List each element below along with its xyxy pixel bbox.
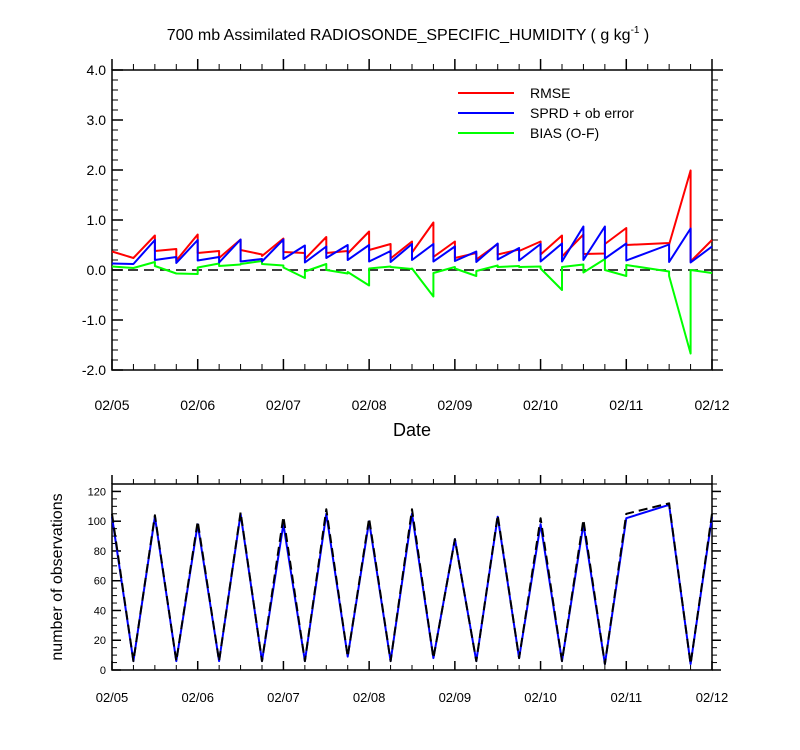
x-tick-label: 02/12: [696, 690, 729, 705]
y-tick-label: 1.0: [87, 212, 107, 228]
series-observations-possible: [111, 502, 713, 665]
y-tick-label: 2.0: [87, 162, 107, 178]
x-tick-label: 02/10: [524, 690, 557, 705]
x-tick-label: 02/11: [610, 690, 642, 705]
y-tick-label: 20: [94, 635, 106, 647]
x-axis-ticks: 02/05 02/06 02/07 02/08 02/09 02/10 02/11 02/12: [94, 59, 730, 413]
y-tick-label: 0: [100, 665, 106, 677]
y-tick-label: 120: [88, 486, 106, 498]
y-tick-label: 0.0: [87, 262, 107, 278]
y-tick-label: 4.0: [87, 62, 107, 78]
legend-label-bias: BIAS (O-F): [530, 125, 599, 141]
x-tick-label: 02/09: [437, 397, 472, 413]
obs-y-axis-label: number of observations: [49, 493, 66, 660]
legend: RMSE SPRD + ob error BIAS (O-F): [458, 85, 634, 141]
x-tick-label: 02/09: [439, 690, 472, 705]
y-tick-label: 40: [94, 605, 106, 617]
series-observations-used: [111, 503, 713, 665]
title-unit-exponent: -1: [631, 25, 640, 36]
y-tick-label: 60: [94, 576, 106, 588]
obs-minor-ticks: [112, 479, 717, 671]
series-rmse: [111, 169, 713, 263]
x-tick-label: 02/06: [181, 690, 214, 705]
x-tick-label: 02/08: [353, 690, 386, 705]
x-tick-label: 02/11: [609, 397, 643, 413]
title-close: ): [639, 27, 649, 44]
diagnostics-chart: 700 mb Assimilated RADIOSONDE_SPECIFIC_H…: [82, 25, 730, 440]
legend-label-sprd: SPRD + ob error: [530, 105, 634, 121]
x-tick-label: 02/07: [267, 690, 300, 705]
legend-label-rmse: RMSE: [530, 85, 570, 101]
obs-series-lines: [111, 502, 713, 665]
y-tick-label: -2.0: [82, 362, 106, 378]
x-tick-label: 02/08: [352, 397, 387, 413]
series-sprd-ob-error: [111, 225, 713, 265]
chart-title: 700 mb Assimilated RADIOSONDE_SPECIFIC_H…: [167, 25, 650, 44]
y-tick-label: 100: [88, 516, 106, 528]
obs-y-axis-ticks: 0 20 40 60 80 100 120: [88, 486, 721, 677]
x-tick-label: 02/05: [94, 397, 129, 413]
series-lines: [111, 169, 713, 355]
y-axis-ticks: -2.0 -1.0 0.0 1.0 2.0 3.0 4.0: [82, 62, 723, 378]
obs-x-axis-ticks: 02/05 02/06 02/07 02/08 02/09 02/10 02/11 02/12: [96, 475, 729, 705]
x-tick-label: 02/12: [694, 397, 729, 413]
x-axis-label: Date: [393, 420, 431, 440]
x-tick-label: 02/05: [96, 690, 129, 705]
title-text: 700 mb Assimilated RADIOSONDE_SPECIFIC_H…: [167, 27, 631, 44]
series-bias-o-f: [111, 258, 713, 355]
y-tick-label: -1.0: [82, 312, 106, 328]
x-tick-label: 02/07: [266, 397, 301, 413]
x-tick-label: 02/06: [180, 397, 215, 413]
y-tick-label: 3.0: [87, 112, 107, 128]
x-tick-label: 02/10: [523, 397, 558, 413]
y-tick-label: 80: [94, 546, 106, 558]
